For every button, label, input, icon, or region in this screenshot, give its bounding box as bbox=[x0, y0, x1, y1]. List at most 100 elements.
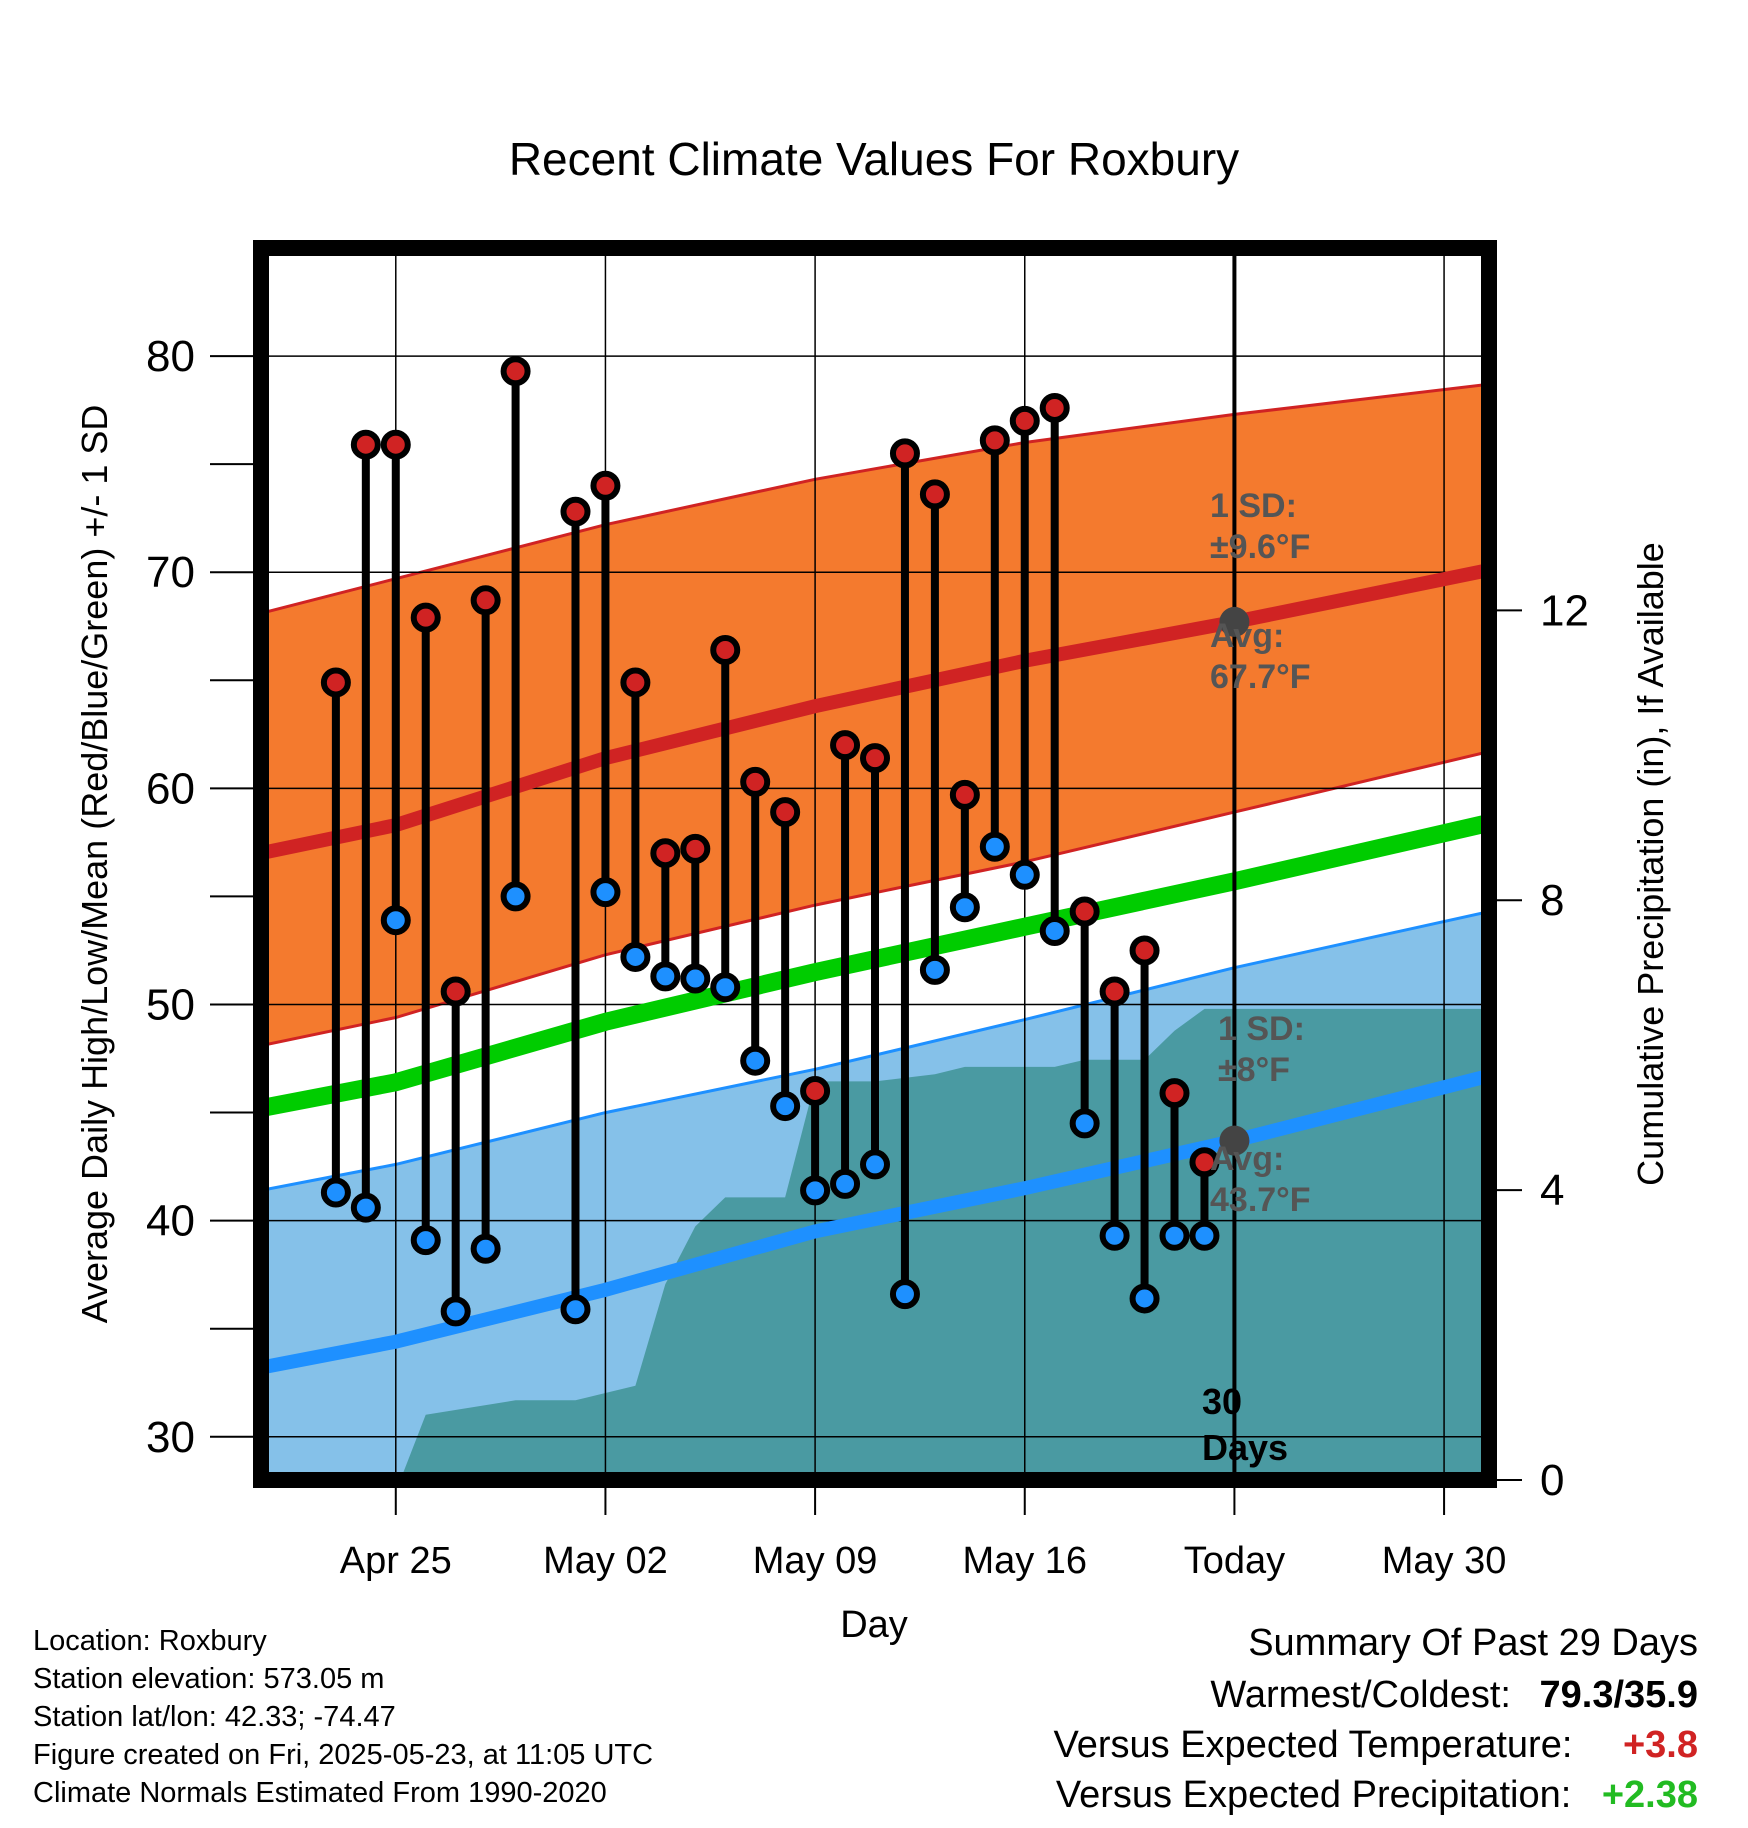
y-tick-label: 60 bbox=[146, 764, 195, 813]
daily-high-point bbox=[380, 429, 411, 460]
daily-high-point bbox=[949, 779, 980, 810]
summary-precip: Versus Expected Precipitation: +2.38 bbox=[1056, 1774, 1698, 1817]
daily-low-point bbox=[1099, 1220, 1130, 1251]
daily-low-point bbox=[710, 972, 741, 1003]
daily-high-point bbox=[770, 797, 801, 828]
daily-high-point bbox=[590, 470, 621, 501]
high-avg-label: Avg: bbox=[1210, 617, 1284, 655]
daily-high-point bbox=[1069, 896, 1100, 927]
daily-low-point bbox=[650, 961, 681, 992]
plot-frame bbox=[253, 240, 1497, 1488]
y-axis-label: Average Daily High/Low/Mean (Red/Blue/Gr… bbox=[74, 405, 115, 1324]
daily-high-point bbox=[410, 602, 441, 633]
window-days-label: Days bbox=[1202, 1427, 1288, 1468]
y-tick-label: 30 bbox=[146, 1413, 195, 1462]
today-low-avg-marker bbox=[1219, 1125, 1250, 1156]
low-avg-label: Avg: bbox=[1210, 1140, 1284, 1178]
x-tick-label: May 16 bbox=[962, 1540, 1087, 1582]
daily-high-point bbox=[320, 667, 351, 698]
y2-tick-label: 4 bbox=[1540, 1166, 1564, 1215]
summary-title: Summary Of Past 29 Days bbox=[1248, 1622, 1698, 1664]
cumulative-precip-area bbox=[401, 1008, 1489, 1480]
daily-low-point bbox=[770, 1091, 801, 1122]
daily-high-point bbox=[919, 479, 950, 510]
high-sd-value: ±9.6°F bbox=[1210, 528, 1310, 566]
warmest-value: 79.3/35.9 bbox=[1539, 1674, 1698, 1716]
normals-text: Climate Normals Estimated From 1990-2020 bbox=[33, 1777, 607, 1809]
daily-high-point bbox=[440, 976, 471, 1007]
daily-high-point bbox=[470, 585, 501, 616]
created-text: Figure created on Fri, 2025-05-23, at 11… bbox=[33, 1739, 654, 1771]
daily-high-point bbox=[1009, 405, 1040, 436]
elevation-text: Station elevation: 573.05 m bbox=[33, 1663, 385, 1695]
daily-low-point bbox=[800, 1175, 831, 1206]
window-days-number: 30 bbox=[1202, 1381, 1242, 1422]
daily-high-point bbox=[979, 425, 1010, 456]
daily-high-point bbox=[680, 833, 711, 864]
daily-high-point bbox=[1129, 935, 1160, 966]
daily-low-point bbox=[350, 1192, 381, 1223]
daily-low-point bbox=[889, 1279, 920, 1310]
daily-high-point bbox=[860, 743, 890, 774]
daily-low-point bbox=[1189, 1220, 1220, 1251]
daily-low-point bbox=[590, 877, 621, 908]
daily-low-point bbox=[440, 1296, 471, 1327]
today-high-avg-marker bbox=[1219, 606, 1250, 637]
low-sd-value: ±8°F bbox=[1218, 1051, 1290, 1089]
y-tick-label: 50 bbox=[146, 980, 195, 1029]
y2-tick-label: 12 bbox=[1540, 586, 1589, 635]
x-tick-label: Apr 25 bbox=[340, 1540, 452, 1582]
daily-low-point bbox=[1009, 859, 1040, 890]
x-tick-label: Today bbox=[1184, 1540, 1285, 1582]
low-avg-value: 43.7°F bbox=[1210, 1181, 1311, 1219]
daily-low-point bbox=[680, 963, 711, 994]
daily-low-point bbox=[620, 941, 651, 972]
chart-title: Recent Climate Values For Roxbury bbox=[509, 133, 1239, 185]
y-tick-label: 70 bbox=[146, 548, 195, 597]
location-text: Location: Roxbury bbox=[33, 1625, 267, 1657]
temp-label: Versus Expected Temperature: bbox=[1053, 1724, 1573, 1766]
daily-high-point bbox=[350, 429, 381, 460]
daily-high-point bbox=[650, 838, 681, 869]
x-tick-label: May 09 bbox=[753, 1540, 878, 1582]
daily-low-point bbox=[470, 1233, 501, 1264]
station-info: Location: Roxbury Station elevation: 573… bbox=[33, 1622, 653, 1812]
daily-high-point bbox=[1159, 1078, 1190, 1109]
daily-high-point bbox=[710, 635, 741, 666]
daily-low-point bbox=[410, 1225, 441, 1256]
y2-axis-label: Cumulative Precipitation (in), If Availa… bbox=[1630, 542, 1671, 1186]
x-axis-label: Day bbox=[840, 1604, 908, 1646]
daily-low-point bbox=[1159, 1220, 1190, 1251]
summary-warmest: Warmest/Coldest: 79.3/35.9 bbox=[1210, 1674, 1698, 1717]
y-tick-label: 80 bbox=[146, 332, 195, 381]
x-tick-label: May 02 bbox=[543, 1540, 668, 1582]
daily-low-point bbox=[500, 881, 531, 912]
daily-high-point bbox=[620, 667, 651, 698]
daily-high-point bbox=[740, 766, 771, 797]
daily-high-point bbox=[1099, 976, 1130, 1007]
daily-low-point bbox=[979, 831, 1010, 862]
daily-low-point bbox=[380, 905, 411, 936]
daily-low-point bbox=[830, 1168, 861, 1199]
warmest-label: Warmest/Coldest: bbox=[1210, 1674, 1511, 1716]
daily-low-point bbox=[1039, 916, 1070, 947]
daily-low-point bbox=[1069, 1108, 1100, 1139]
daily-high-point bbox=[500, 356, 531, 387]
daily-low-point bbox=[560, 1294, 591, 1325]
daily-high-point bbox=[560, 496, 591, 527]
y2-tick-label: 0 bbox=[1540, 1456, 1564, 1505]
daily-low-point bbox=[919, 954, 950, 985]
y-tick-label: 40 bbox=[146, 1197, 195, 1246]
low-sd-label: 1 SD: bbox=[1218, 1010, 1305, 1048]
precip-label: Versus Expected Precipitation: bbox=[1055, 1774, 1572, 1816]
daily-low-point bbox=[949, 892, 980, 923]
x-tick-label: May 30 bbox=[1382, 1540, 1507, 1582]
temp-value: +3.8 bbox=[1622, 1724, 1698, 1766]
precip-value: +2.38 bbox=[1601, 1774, 1698, 1816]
high-sd-label: 1 SD: bbox=[1210, 487, 1297, 525]
daily-high-point bbox=[889, 438, 920, 469]
high-avg-value: 67.7°F bbox=[1210, 658, 1311, 696]
daily-high-point bbox=[800, 1075, 831, 1106]
daily-high-point bbox=[1039, 392, 1070, 423]
